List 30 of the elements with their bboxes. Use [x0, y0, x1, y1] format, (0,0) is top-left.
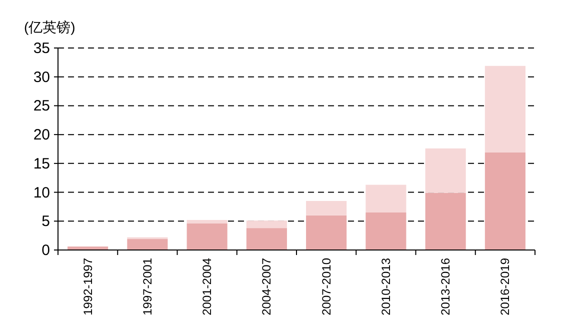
bar [246, 220, 287, 228]
bar [425, 192, 466, 250]
bar [366, 184, 406, 212]
bar [186, 220, 228, 224]
bar [366, 212, 406, 250]
y-tick-label: 0 [42, 242, 50, 259]
bar [306, 200, 347, 216]
bar [127, 239, 168, 250]
x-tick-label: 2016-2019 [498, 258, 512, 316]
x-tick-label: 2010-2013 [378, 258, 393, 316]
bar [484, 66, 526, 152]
bar [425, 148, 466, 193]
bar [306, 215, 347, 250]
y-tick-label: 5 [42, 213, 50, 230]
y-tick-label: 10 [33, 184, 50, 202]
x-tick-label: 2001-2004 [200, 258, 214, 316]
y-tick-label: 30 [33, 68, 50, 86]
x-tick-label: 2013-2016 [438, 258, 453, 316]
x-tick-label: 2004-2007 [260, 258, 274, 316]
y-tick-label: 15 [33, 155, 50, 172]
x-tick-label: 1992-1997 [80, 258, 95, 316]
y-tick-label: 35 [33, 40, 50, 57]
bar [246, 228, 287, 250]
x-tick-label: 2007-2010 [319, 258, 334, 316]
x-tick-label: 1997-2001 [140, 258, 154, 316]
bar [484, 152, 526, 250]
y-tick-label: 20 [33, 126, 50, 144]
y-tick-label: 25 [33, 98, 50, 115]
bar [186, 223, 228, 250]
y-axis-title: (亿英镑) [24, 19, 76, 35]
